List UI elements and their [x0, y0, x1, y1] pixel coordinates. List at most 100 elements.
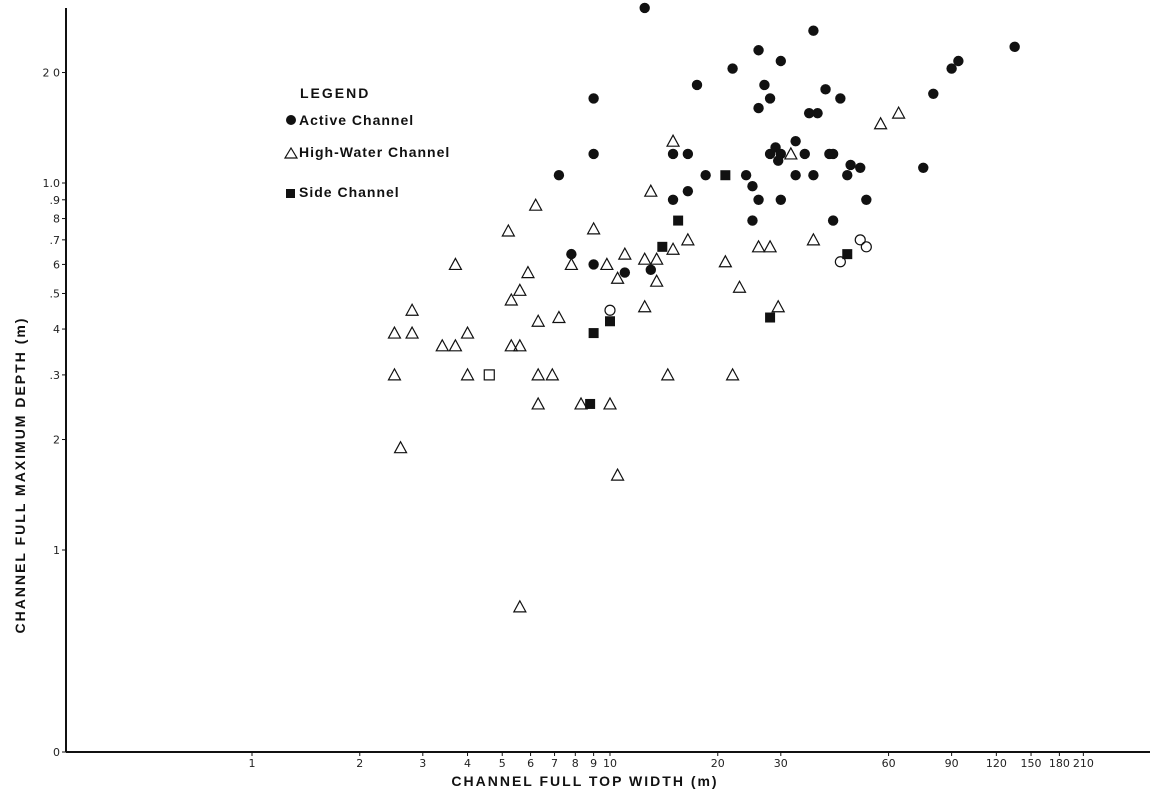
data-point-high-water-channel: [599, 257, 614, 271]
data-point-active-channel: [667, 194, 679, 205]
legend-marker-active-channel: [286, 115, 296, 125]
data-point-active-channel: [842, 170, 853, 181]
data-point-active-channel: [808, 170, 819, 181]
data-point-high-water-channel: [680, 232, 695, 246]
data-point-active-channel: [946, 63, 957, 74]
x-tick-label: 3: [419, 757, 426, 770]
data-point-high-water-channel: [666, 241, 681, 255]
tick-labels: 1 2 3 4 5 6 7 8 9 10 20 30 60 90 120 150 180 210012.34.56…: [43, 67, 1094, 770]
series-open-square: [483, 369, 495, 381]
data-point-active-channel: [803, 107, 815, 119]
data-point-high-water-channel: [387, 325, 402, 339]
x-tick-label: 150: [1021, 757, 1042, 770]
data-point-active-channel: [682, 148, 694, 160]
legend-marker-side-channel: [286, 189, 295, 198]
data-point-active-channel: [1009, 41, 1020, 53]
data-point-high-water-channel: [610, 271, 625, 284]
data-point-open-circle: [604, 304, 616, 316]
data-point-active-channel: [753, 194, 764, 205]
data-point-high-water-channel: [405, 325, 420, 339]
data-point-high-water-channel: [460, 367, 475, 381]
data-point-high-water-channel: [512, 599, 527, 613]
data-point-active-channel: [772, 155, 784, 166]
data-point-active-channel: [808, 25, 819, 36]
data-point-high-water-channel: [610, 467, 625, 481]
data-point-high-water-channel: [602, 396, 618, 410]
data-point-high-water-channel: [512, 338, 527, 352]
data-point-high-water-channel: [637, 299, 652, 313]
data-point-high-water-channel: [528, 197, 543, 211]
data-point-active-channel: [855, 162, 866, 174]
data-point-high-water-channel: [732, 279, 747, 293]
data-point-active-channel: [775, 194, 787, 205]
x-tick-label: 10: [603, 757, 617, 770]
data-point-active-channel: [790, 135, 801, 147]
legend-label-high-water-channel: High-Water Channel: [299, 144, 450, 160]
data-point-active-channel: [588, 93, 599, 104]
y-tick-label: 1.0: [43, 177, 61, 190]
y-axis-title: CHANNEL FULL MAXIMUM DEPTH (m): [12, 317, 28, 634]
data-point-active-channel: [753, 45, 764, 56]
y-tick-label: .3: [50, 369, 61, 382]
data-point-active-channel: [753, 102, 764, 114]
data-point-high-water-channel: [649, 273, 664, 287]
x-tick-label: 90: [945, 757, 959, 770]
data-point-high-water-channel: [763, 239, 778, 253]
data-point-active-channel: [667, 148, 679, 160]
series-open-circle: [604, 234, 872, 316]
series-filled-square: [585, 170, 853, 409]
data-point-active-channel: [619, 267, 631, 278]
data-point-active-channel: [747, 181, 758, 192]
series-filled-circle: [553, 2, 1020, 278]
x-tick-label: 20: [711, 757, 725, 770]
data-point-high-water-channel: [718, 254, 733, 268]
data-point-side-channel: [842, 249, 853, 260]
data-point-active-channel: [588, 259, 599, 270]
data-point-high-water-channel: [501, 223, 516, 237]
data-point-side-channel: [673, 215, 684, 226]
data-point-high-water-channel: [460, 325, 475, 339]
data-point-active-channel: [790, 170, 801, 181]
data-points: [387, 2, 1020, 613]
data-point-active-channel: [682, 185, 694, 197]
data-point-active-channel: [827, 148, 839, 160]
data-point-high-water-channel: [891, 105, 906, 119]
data-point-active-channel: [775, 55, 787, 67]
y-tick-label: 0: [53, 746, 60, 759]
legend-label-active-channel: Active Channel: [299, 112, 414, 128]
data-point-active-channel: [639, 2, 650, 14]
data-point-high-water-channel: [649, 251, 664, 265]
legend: LEGEND Active Channel High-Water Channel…: [283, 85, 450, 200]
data-point-active-channel: [727, 63, 738, 74]
data-point-side-channel: [657, 241, 668, 252]
x-tick-label: 180: [1049, 757, 1070, 770]
data-point-active-channel: [812, 107, 823, 119]
data-point-high-water-channel: [806, 232, 821, 246]
data-point-active-channel: [845, 159, 856, 171]
data-point-high-water-channel: [531, 396, 546, 410]
data-point-active-channel: [918, 162, 929, 174]
x-tick-label: 120: [986, 757, 1007, 770]
data-point-side-channel: [765, 312, 776, 323]
data-point-side-channel: [585, 398, 596, 409]
legend-label-side-channel: Side Channel: [299, 184, 400, 200]
data-point-high-water-channel: [448, 338, 463, 352]
y-tick-label: .5: [50, 287, 61, 300]
data-point-active-channel: [759, 79, 770, 91]
data-point-active-channel: [799, 148, 810, 160]
data-point-active-channel: [700, 170, 711, 181]
data-point-active-channel: [861, 194, 872, 205]
data-point-high-water-channel: [504, 292, 519, 306]
data-point-high-water-channel: [873, 116, 888, 130]
x-tick-label: 60: [882, 757, 896, 770]
legend-marker-high-water-channel: [283, 146, 299, 159]
y-tick-label: 1: [53, 544, 60, 557]
data-point-high-water-channel: [551, 310, 566, 324]
data-point-high-water-channel: [725, 367, 740, 381]
series-open-triangle: [387, 105, 906, 613]
data-point-high-water-channel: [504, 338, 519, 352]
data-point-active-channel: [691, 79, 703, 91]
x-tick-label: 30: [774, 757, 788, 770]
data-point-high-water-channel: [531, 367, 546, 381]
